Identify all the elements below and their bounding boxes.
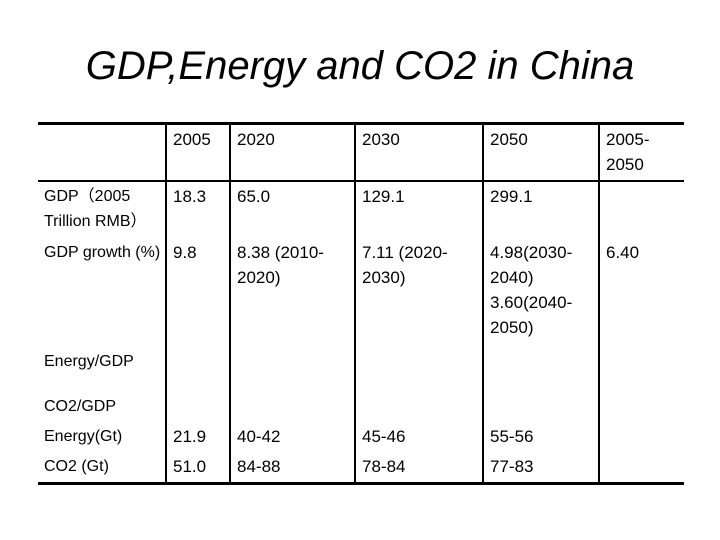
table-cell <box>165 347 230 392</box>
table-cell <box>598 452 684 485</box>
table-cell: 129.1 <box>354 181 483 238</box>
table-cell: 45-46 <box>354 422 483 452</box>
header-row: 2005 2020 2030 2050 2005- 2050 <box>38 122 684 182</box>
table-row: CO2/GDP <box>38 392 684 422</box>
table-cell <box>165 392 230 422</box>
header-cell: 2050 <box>482 122 599 182</box>
row-label: GDP growth (%) <box>44 244 161 261</box>
table-cell <box>482 392 599 422</box>
table-cell: 77-83 <box>482 452 599 485</box>
table-row: GDP（2005 Trillion RMB） 18.3 65.0 129.1 2… <box>38 181 684 238</box>
table-row: CO2 (Gt) 51.0 84-88 78-84 77-83 <box>38 452 684 485</box>
table-cell: 84-88 <box>229 452 355 485</box>
row-label: GDP（2005 Trillion RMB） <box>44 188 147 230</box>
table-cell <box>598 392 684 422</box>
header-cell: 2005 <box>165 122 230 182</box>
table-cell <box>229 392 355 422</box>
slide-title: GDP,Energy and CO2 in China <box>85 44 635 88</box>
table-cell <box>229 347 355 392</box>
table-cell <box>354 392 483 422</box>
table-row: GDP growth (%) 9.8 8.38 (2010-2020) 7.11… <box>38 238 684 347</box>
table-row: Energy(Gt) 21.9 40-42 45-46 55-56 <box>38 422 684 452</box>
table-cell: 51.0 <box>165 452 230 485</box>
table-cell: 7.11 (2020-2030) <box>354 238 483 347</box>
table-cell <box>354 347 483 392</box>
data-table: 2005 2020 2030 2050 2005- 2050 GDP（2005 … <box>38 122 684 485</box>
table-cell: 65.0 <box>229 181 355 238</box>
table-cell <box>482 347 599 392</box>
row-label: CO2/GDP <box>44 398 117 415</box>
header-cell <box>38 122 166 182</box>
table-cell: 6.40 <box>598 238 684 347</box>
table-cell: 21.9 <box>165 422 230 452</box>
table-cell: 40-42 <box>229 422 355 452</box>
table-cell: 78-84 <box>354 452 483 485</box>
table-cell <box>598 181 684 238</box>
table-cell <box>598 347 684 392</box>
table-cell: 9.8 <box>165 238 230 347</box>
table-cell: 8.38 (2010-2020) <box>229 238 355 347</box>
header-cell: 2020 <box>229 122 355 182</box>
table-row: Energy/GDP <box>38 347 684 392</box>
table-cell: 4.98(2030-2040) 3.60(2040-2050) <box>482 238 599 347</box>
row-label: Energy/GDP <box>44 353 134 370</box>
header-cell: 2005- 2050 <box>598 122 684 182</box>
table-cell: 18.3 <box>165 181 230 238</box>
table-cell <box>598 422 684 452</box>
header-cell: 2030 <box>354 122 483 182</box>
row-label: Energy(Gt) <box>44 428 123 445</box>
table-cell: 55-56 <box>482 422 599 452</box>
row-label: CO2 (Gt) <box>38 452 166 485</box>
table-cell: 299.1 <box>482 181 599 238</box>
